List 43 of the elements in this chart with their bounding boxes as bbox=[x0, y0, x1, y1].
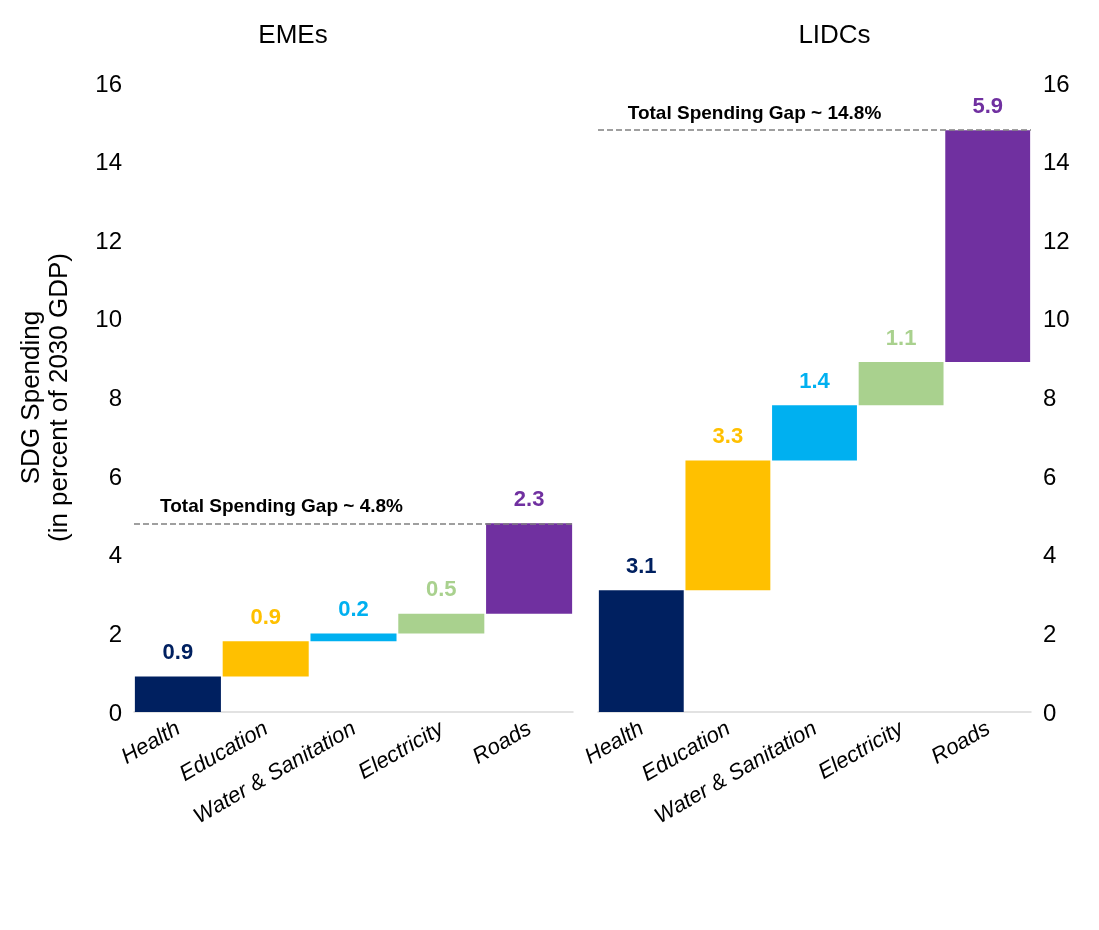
data-label: 1.1 bbox=[885, 324, 917, 350]
bar bbox=[310, 633, 397, 642]
y-tick-label: 12 bbox=[1043, 226, 1070, 254]
data-label: 1.4 bbox=[799, 367, 831, 393]
data-label: 0.5 bbox=[426, 576, 457, 602]
y-tick-label: 10 bbox=[1043, 305, 1070, 333]
y-tick-label: 0 bbox=[108, 698, 122, 726]
y-tick-label: 14 bbox=[95, 148, 122, 176]
data-label: 3.3 bbox=[712, 422, 744, 448]
bar bbox=[222, 641, 309, 677]
y-tick-label: 16 bbox=[1043, 69, 1070, 97]
bar bbox=[858, 362, 944, 406]
bar bbox=[486, 523, 573, 614]
y-tick-label: 6 bbox=[108, 462, 122, 490]
ref-line-label: Total Spending Gap ~ 4.8% bbox=[160, 495, 404, 517]
y-tick-label: 6 bbox=[1043, 462, 1057, 490]
data-label: 3.1 bbox=[626, 552, 657, 578]
y-tick-label: 14 bbox=[1043, 148, 1070, 176]
ref-line-label: Total Spending Gap ~ 14.8% bbox=[627, 102, 882, 124]
y-tick-label: 8 bbox=[108, 384, 122, 411]
y-tick-label: 4 bbox=[1043, 541, 1057, 569]
bar bbox=[598, 590, 684, 712]
y-tick-label: 10 bbox=[95, 305, 122, 333]
y-tick-label: 12 bbox=[95, 226, 122, 254]
bar bbox=[945, 130, 1031, 363]
bar bbox=[398, 613, 485, 634]
data-label: 2.3 bbox=[513, 485, 545, 511]
y-tick-label: 8 bbox=[1043, 384, 1057, 411]
data-label: 0.9 bbox=[162, 639, 194, 665]
data-label: 0.9 bbox=[250, 603, 281, 629]
data-label: 5.9 bbox=[972, 92, 1003, 118]
bar bbox=[772, 405, 857, 461]
y-axis-title: SDG Spending (in percent of 2030 GDP) bbox=[15, 252, 73, 543]
bar bbox=[685, 460, 771, 591]
bar bbox=[134, 676, 221, 712]
y-tick-label: 16 bbox=[95, 69, 122, 97]
y-tick-label: 4 bbox=[108, 541, 122, 569]
y-tick-label: 2 bbox=[108, 619, 122, 647]
y-tick-label: 0 bbox=[1043, 698, 1057, 726]
data-label: 0.2 bbox=[338, 595, 369, 621]
chart-title: EMEs bbox=[258, 19, 328, 49]
chart-title: LIDCs bbox=[798, 19, 871, 49]
y-tick-label: 2 bbox=[1043, 619, 1057, 647]
